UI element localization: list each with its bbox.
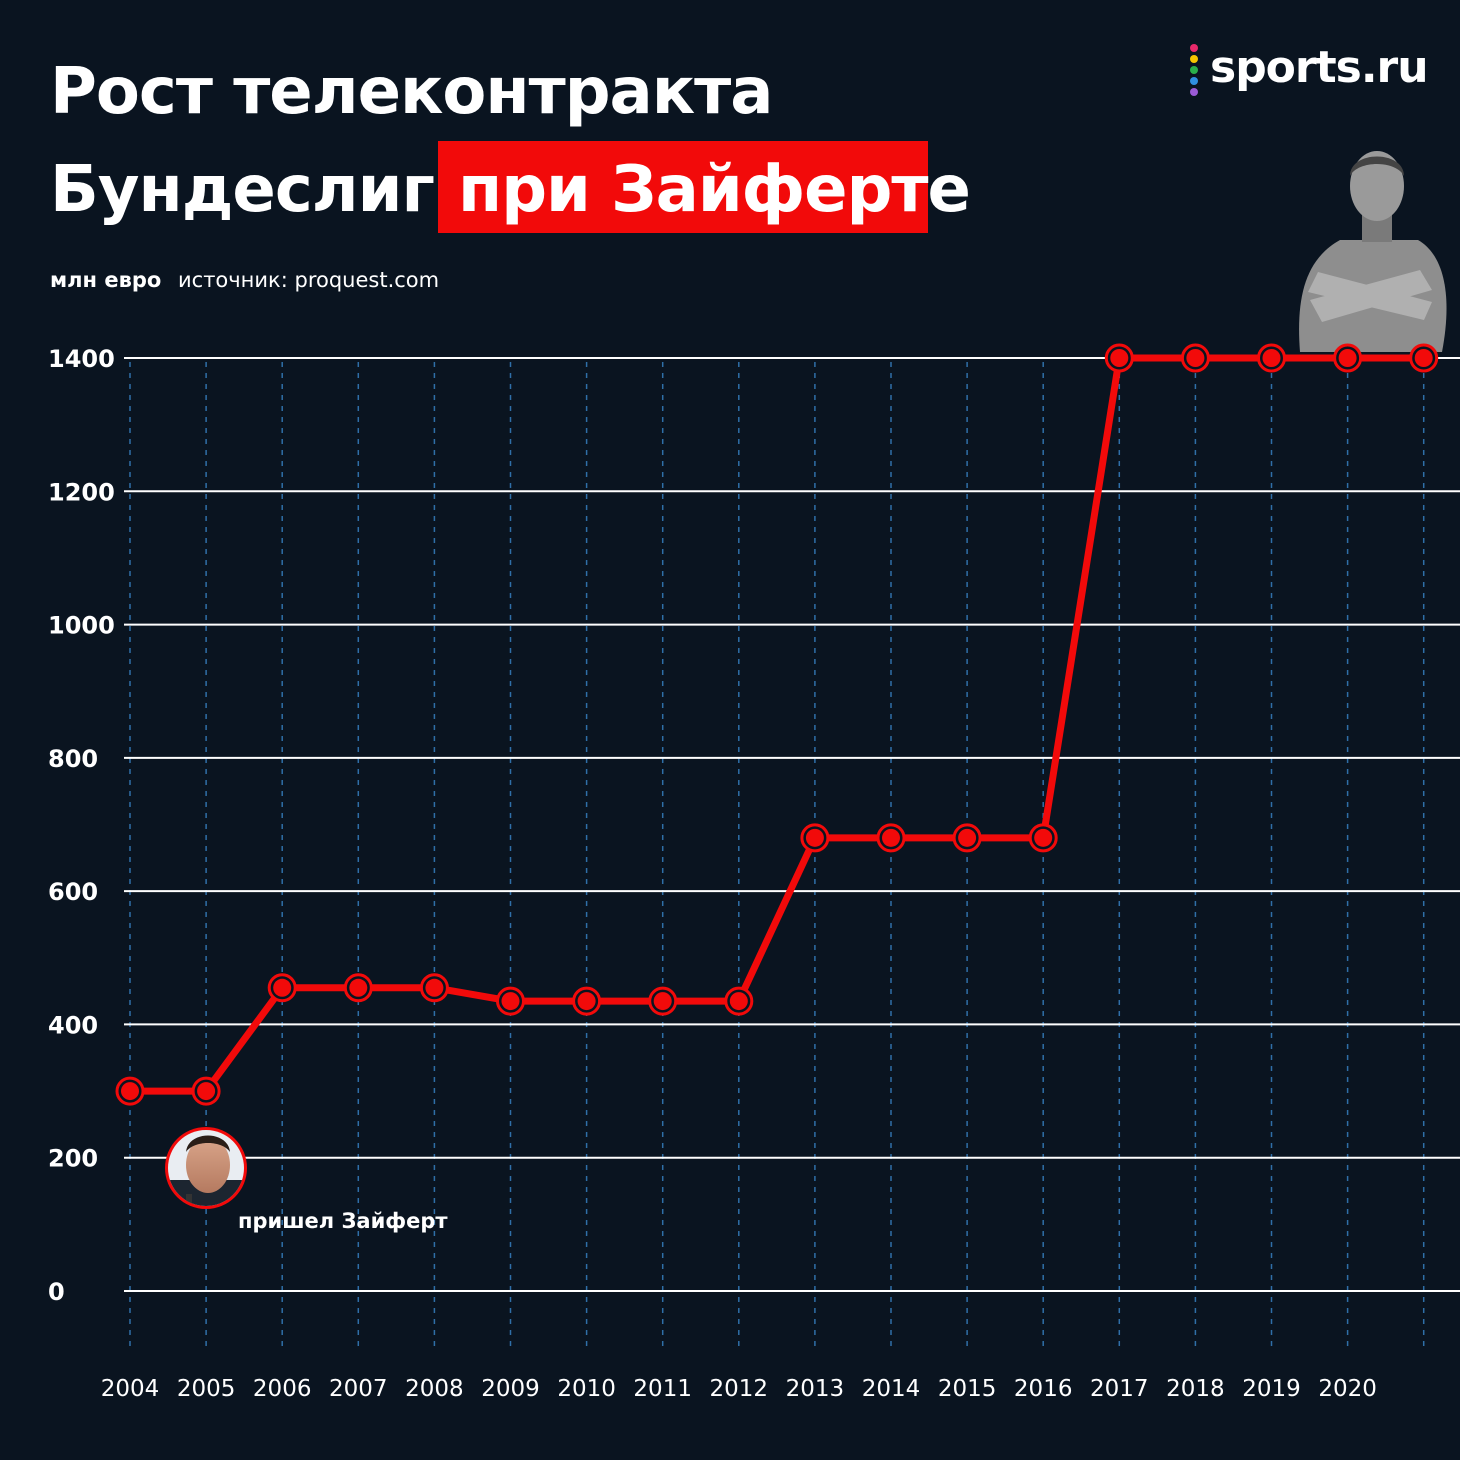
data-point — [952, 823, 982, 853]
data-point — [191, 1076, 221, 1106]
y-tick-label: 1000 — [48, 612, 115, 640]
data-point — [648, 986, 678, 1016]
logo-dot — [1190, 66, 1198, 74]
series-line — [130, 354, 1424, 1095]
title-highlight-box — [438, 141, 928, 233]
x-tick-label: 2005 — [177, 1376, 236, 1402]
chart-title-line-2: Бундеслиги — [50, 153, 479, 227]
player-photo — [1299, 151, 1447, 352]
data-point — [496, 986, 525, 1016]
y-tick-label: 400 — [48, 1011, 98, 1039]
x-tick-label: 2011 — [633, 1376, 692, 1402]
x-tick-label: 2018 — [1166, 1376, 1225, 1402]
y-tick-label: 1400 — [48, 345, 115, 373]
x-axis-ticks: 2004 2005 2006 2007 2008 2009 2010 2011 2012 2013… — [101, 1376, 1377, 1402]
x-tick-label: 2014 — [862, 1376, 921, 1402]
data-point — [1257, 343, 1286, 373]
annotation-label: пришел Зайферт — [238, 1209, 448, 1233]
x-tick-label: 2012 — [710, 1376, 769, 1402]
data-point — [800, 823, 830, 853]
x-tick-label: 2006 — [253, 1376, 312, 1402]
seifert-avatar — [165, 1127, 247, 1209]
data-point — [1409, 343, 1439, 373]
data-point — [115, 1076, 145, 1106]
data-point — [876, 823, 906, 853]
data-point — [1028, 823, 1058, 853]
data-point — [1180, 343, 1210, 373]
x-tick-label: 2008 — [405, 1376, 464, 1402]
logo-dot — [1190, 88, 1198, 96]
vertical-gridlines — [129, 362, 1425, 1350]
x-tick-label: 2016 — [1014, 1376, 1073, 1402]
data-point — [1333, 343, 1363, 373]
x-tick-label: 2019 — [1242, 1376, 1301, 1402]
player-head — [1350, 151, 1404, 221]
y-tick-label: 200 — [48, 1145, 98, 1173]
units-label: млн евро — [50, 268, 162, 292]
data-point — [724, 986, 754, 1016]
data-point — [572, 986, 602, 1016]
y-tick-label: 0 — [48, 1278, 65, 1306]
sports-ru-logo: sports.ru — [1190, 42, 1430, 98]
player-arms — [1308, 270, 1432, 322]
logo-dot — [1190, 55, 1198, 63]
x-tick-label: 2004 — [101, 1376, 160, 1402]
chart-title-highlight: при Зайферте — [458, 153, 971, 227]
x-tick-label: 2017 — [1090, 1376, 1149, 1402]
logo-text: sports.ru — [1210, 42, 1429, 93]
data-point — [343, 973, 373, 1003]
logo-dot — [1190, 77, 1198, 85]
y-tick-label: 800 — [48, 745, 98, 773]
y-axis-ticks: 0 200 400 600 800 1000 1200 1400 — [48, 345, 115, 1306]
logo-dot — [1190, 44, 1198, 52]
x-tick-label: 2010 — [557, 1376, 616, 1402]
horizontal-gridlines — [124, 357, 1460, 1292]
source-label: источник: proquest.com — [178, 268, 440, 292]
data-point — [1104, 343, 1134, 373]
player-hair — [1350, 156, 1404, 176]
x-tick-label: 2015 — [938, 1376, 997, 1402]
y-tick-label: 1200 — [48, 478, 115, 506]
x-tick-label: 2009 — [481, 1376, 540, 1402]
data-point — [419, 973, 449, 1003]
y-tick-label: 600 — [48, 878, 98, 906]
x-tick-label: 2007 — [329, 1376, 388, 1402]
x-tick-label: 2013 — [786, 1376, 845, 1402]
chart-title-line-1: Рост телеконтракта — [50, 55, 773, 129]
series-points — [115, 343, 1439, 1106]
data-point — [267, 973, 297, 1003]
x-tick-label: 2020 — [1318, 1376, 1377, 1402]
